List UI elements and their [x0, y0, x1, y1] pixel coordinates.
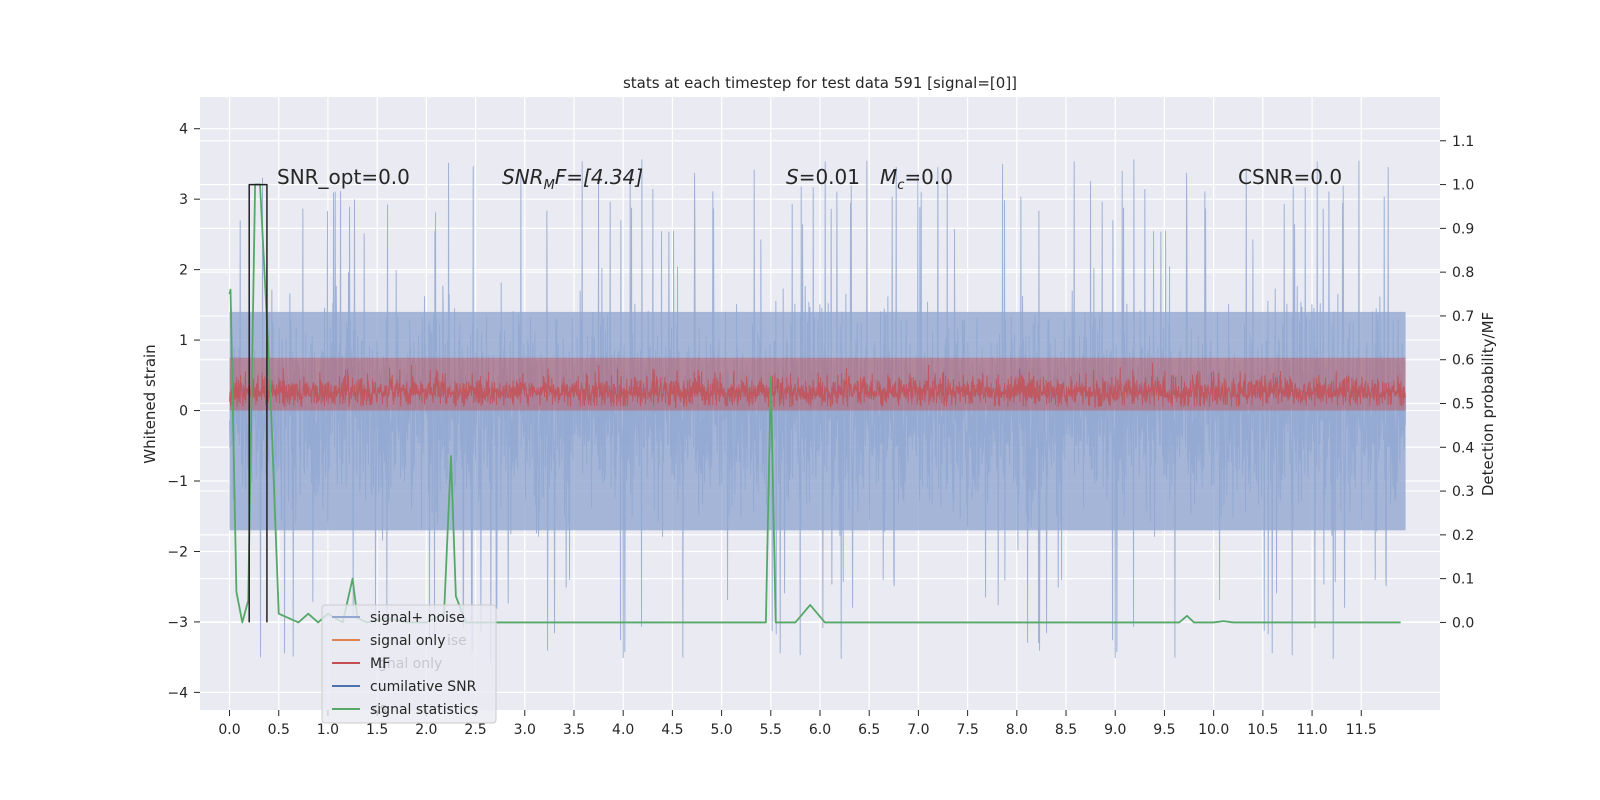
- x-tick-label: 3.0: [514, 722, 536, 738]
- legend: ise gnal only cs signal+ noise signal only M…: [321, 604, 497, 724]
- s-value: =0.01: [799, 165, 860, 189]
- x-tick-label: 3.5: [563, 722, 585, 738]
- snr-mf-symbol: SNR: [502, 165, 544, 189]
- right-y-tick-label: 0.3: [1452, 484, 1474, 500]
- right-y-axis: 0.0 0.1 0.2 0.3 0.4 0.5 0.6 0.7 0.8 0.9 1.0 1.1: [1440, 134, 1474, 631]
- snr-mf-subscript: M: [544, 178, 555, 193]
- s-annotation: S=0.01: [786, 165, 860, 189]
- legend-ghost-label: cs: [372, 701, 387, 717]
- right-y-tick-label: 0.7: [1452, 309, 1474, 325]
- series-signal-noise: [229, 159, 1407, 663]
- left-y-tick-label: 4: [179, 122, 188, 138]
- x-axis: 0.0 0.5 1.0 1.5 2.0 2.5 3.0 3.5 4.0 4.5 5.0 5.5 6.0 6…: [218, 710, 1377, 738]
- annotations: SNR_opt=0.0 SNRMF=[4.34] S=0.01 Mc=0.0 C…: [277, 165, 1342, 193]
- x-tick-label: 11.5: [1346, 722, 1377, 738]
- x-tick-label: 9.0: [1104, 722, 1126, 738]
- legend-ghost-labels: ise gnal only cs: [372, 633, 467, 717]
- right-y-tick-label: 1.0: [1452, 178, 1474, 194]
- x-tick-label: 5.0: [710, 722, 732, 738]
- series-cumilative-snr: [248, 183, 268, 623]
- right-y-tick-label: 0.4: [1452, 440, 1474, 456]
- snr-opt-annotation: SNR_opt=0.0: [277, 165, 410, 189]
- x-tick-label: 8.5: [1055, 722, 1077, 738]
- series-mf: [229, 362, 1407, 409]
- x-tick-label: 11.0: [1296, 722, 1327, 738]
- x-tick-label: 0.0: [218, 722, 240, 738]
- legend-ghost-label: ise: [447, 633, 467, 649]
- right-y-tick-label: 0.2: [1452, 528, 1474, 544]
- mc-symbol: M: [880, 165, 897, 189]
- snr-mf-value: F=[4.34]: [555, 165, 643, 189]
- x-tick-label: 6.0: [809, 722, 831, 738]
- x-tick-label: 1.0: [317, 722, 339, 738]
- left-y-tick-label: −4: [167, 685, 188, 701]
- x-tick-label: 9.5: [1153, 722, 1175, 738]
- left-y-tick-label: −3: [167, 615, 188, 631]
- left-y-tick-label: −2: [167, 544, 188, 560]
- x-tick-label: 7.5: [956, 722, 978, 738]
- x-tick-label: 10.5: [1247, 722, 1278, 738]
- series-layer: [228, 159, 1407, 663]
- right-y-tick-label: 0.8: [1452, 265, 1474, 281]
- mc-subscript: c: [897, 178, 904, 193]
- x-tick-label: 8.0: [1006, 722, 1028, 738]
- x-tick-label: 2.5: [464, 722, 486, 738]
- s-symbol: S: [786, 165, 799, 189]
- left-y-tick-label: 2: [179, 263, 188, 279]
- right-y-tick-label: 1.1: [1452, 134, 1474, 150]
- x-tick-label: 2.0: [415, 722, 437, 738]
- right-y-axis-label: Detection probability/MF: [1479, 312, 1497, 496]
- left-y-tick-label: 3: [179, 192, 188, 208]
- legend-label: MF: [370, 656, 390, 672]
- right-y-tick-label: 0.6: [1452, 353, 1474, 369]
- legend-label: signal statistics: [370, 702, 478, 718]
- right-y-tick-label: 0.5: [1452, 397, 1474, 413]
- snr-mf-annotation: SNRMF=[4.34]: [502, 165, 643, 193]
- left-y-tick-label: 0: [179, 404, 188, 420]
- x-tick-label: 10.0: [1198, 722, 1229, 738]
- series-signal-statistics: [228, 183, 1401, 624]
- x-tick-label: 6.5: [858, 722, 880, 738]
- right-y-tick-label: 0.1: [1452, 572, 1474, 588]
- x-tick-label: 1.5: [366, 722, 388, 738]
- legend-label: cumilative SNR: [370, 679, 477, 695]
- left-y-axis-label: Whitened strain: [141, 344, 159, 463]
- left-y-tick-label: 1: [179, 333, 188, 349]
- legend-label: signal+ noise: [370, 610, 465, 626]
- x-tick-label: 5.5: [760, 722, 782, 738]
- left-y-tick-label: −1: [167, 474, 188, 490]
- left-y-axis: −4 −3 −2 −1 0 1 2 3 4: [167, 122, 200, 701]
- right-y-tick-label: 0.9: [1452, 221, 1474, 237]
- legend-ghost-label: gnal only: [378, 656, 442, 672]
- right-y-tick-label: 0.0: [1452, 615, 1474, 631]
- x-tick-label: 7.0: [907, 722, 929, 738]
- legend-label: signal only: [370, 633, 445, 649]
- legend-box: [321, 604, 497, 724]
- legend-entries: signal+ noise signal only MF cumilative SNR…: [332, 610, 478, 718]
- mc-value: =0.0: [904, 165, 953, 189]
- x-tick-label: 0.5: [268, 722, 290, 738]
- mc-annotation: Mc=0.0: [880, 165, 953, 193]
- x-tick-label: 4.5: [661, 722, 683, 738]
- x-tick-label: 4.0: [612, 722, 634, 738]
- csnr-annotation: CSNR=0.0: [1238, 165, 1342, 189]
- chart-title: stats at each timestep for test data 591…: [623, 74, 1017, 92]
